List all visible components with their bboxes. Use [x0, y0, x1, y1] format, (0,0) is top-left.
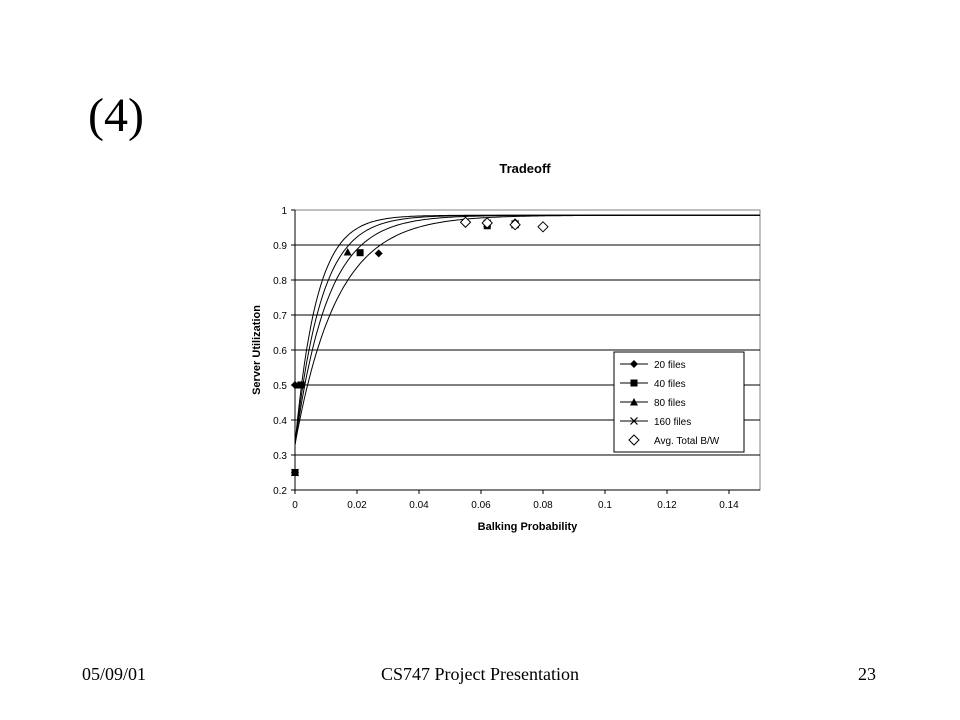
- legend-marker: [630, 360, 638, 368]
- data-point: [343, 248, 352, 256]
- x-tick-label: 0.06: [471, 500, 491, 511]
- footer-date: 05/09/01: [82, 664, 147, 684]
- data-point: [374, 249, 383, 258]
- page-number: 23: [858, 664, 876, 684]
- data-point: [481, 217, 493, 229]
- legend-label: 80 files: [654, 398, 686, 409]
- y-tick-label: 0.2: [273, 486, 287, 497]
- y-tick-label: 0.7: [273, 311, 287, 322]
- legend-marker: [630, 379, 638, 387]
- x-axis-label: Balking Probability: [478, 521, 579, 533]
- grid-lines: [294, 209, 761, 491]
- y-tick-label: 1: [281, 206, 287, 217]
- y-tick-label: 0.6: [273, 346, 287, 357]
- legend-label: 20 files: [654, 360, 686, 371]
- legend: 20 files 40 files 80 files 160 files Avg. To…: [613, 351, 745, 453]
- slide-title: (4): [88, 89, 144, 142]
- legend-marker: [630, 417, 638, 425]
- footer-title: CS747 Project Presentation: [381, 664, 579, 684]
- y-tick-label: 0.3: [273, 451, 287, 462]
- x-tick-label: 0: [292, 500, 298, 511]
- y-tick-label: 0.5: [273, 381, 287, 392]
- data-point: [537, 221, 549, 233]
- chart-title: Tradeoff: [499, 161, 551, 176]
- trend-lines: [294, 214, 760, 445]
- tradeoff-chart: 0.2 0.3 0.4 0.5 0.6 0.7 0.8 0.9 1 0 0.02 0.04 0.06 0.…: [251, 206, 761, 533]
- x-tick-label: 0.04: [409, 500, 429, 511]
- legend-marker: [630, 398, 638, 406]
- x-tick-label: 0.1: [598, 500, 612, 511]
- legend-label: 160 files: [654, 417, 691, 428]
- axes: 0.2 0.3 0.4 0.5 0.6 0.7 0.8 0.9 1 0 0.02 0.04 0.06 0.…: [273, 206, 760, 511]
- trend-line-4: [294, 214, 760, 445]
- y-axis-label: Server Utilization: [251, 305, 263, 395]
- y-tick-label: 0.4: [273, 416, 287, 427]
- data-point: [509, 218, 521, 231]
- y-tick-label: 0.8: [273, 276, 287, 287]
- legend-label: 40 files: [654, 379, 686, 390]
- y-tick-label: 0.9: [273, 241, 287, 252]
- x-tick-label: 0.02: [347, 500, 367, 511]
- data-point: [297, 381, 305, 389]
- legend-marker: [628, 434, 640, 446]
- x-tick-label: 0.12: [657, 500, 677, 511]
- x-tick-label: 0.14: [719, 500, 739, 511]
- data-point: [459, 216, 472, 228]
- legend-label: Avg. Total B/W: [654, 436, 720, 447]
- x-tick-label: 0.08: [533, 500, 553, 511]
- data-point: [356, 249, 364, 257]
- data-point: [294, 381, 303, 389]
